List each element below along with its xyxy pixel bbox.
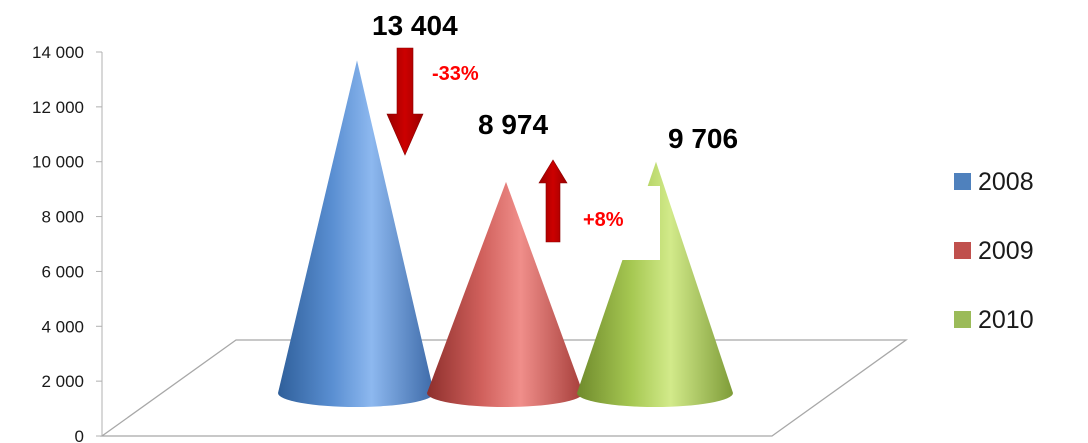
data-labels-group: 13 404 8 974 9 706 (372, 10, 738, 154)
y-tick-label: 4 000 (41, 317, 84, 336)
legend: 2008 2009 2010 (954, 168, 1034, 334)
y-axis: 0 2 000 4 000 6 000 8 000 10 000 12 000 14 000 (32, 43, 103, 443)
y-tick-label: 8 000 (41, 208, 84, 227)
increase-annotation: +8% (538, 159, 660, 260)
data-label-2008: 13 404 (372, 10, 458, 41)
legend-swatch-2008 (954, 173, 971, 190)
legend-swatch-2010 (954, 311, 971, 328)
down-arrow (386, 47, 424, 156)
increase-percent-label: +8% (583, 209, 624, 231)
decrease-annotation: -33% (386, 47, 479, 156)
cones-group (278, 60, 733, 408)
decrease-percent-label: -33% (432, 63, 479, 85)
y-tick-label: 14 000 (32, 43, 84, 62)
y-tick-label: 10 000 (32, 153, 84, 172)
legend-label-2009: 2009 (978, 237, 1034, 265)
increase-label-box (578, 186, 660, 260)
legend-label-2010: 2010 (978, 306, 1034, 334)
up-arrow (538, 159, 568, 243)
legend-swatch-2009 (954, 242, 971, 259)
cone-2008 (278, 60, 434, 408)
cone-2009 (427, 181, 583, 407)
y-tick-label: 6 000 (41, 262, 84, 281)
y-tick-label: 0 (75, 427, 84, 443)
legend-label-2008: 2008 (978, 168, 1034, 196)
data-label-2009: 8 974 (478, 109, 548, 140)
chart-floor (99, 339, 909, 437)
y-tick-label: 2 000 (41, 372, 84, 391)
y-tick-label: 12 000 (32, 98, 84, 117)
data-label-2010: 9 706 (668, 123, 738, 154)
cone-2010 (577, 161, 733, 407)
